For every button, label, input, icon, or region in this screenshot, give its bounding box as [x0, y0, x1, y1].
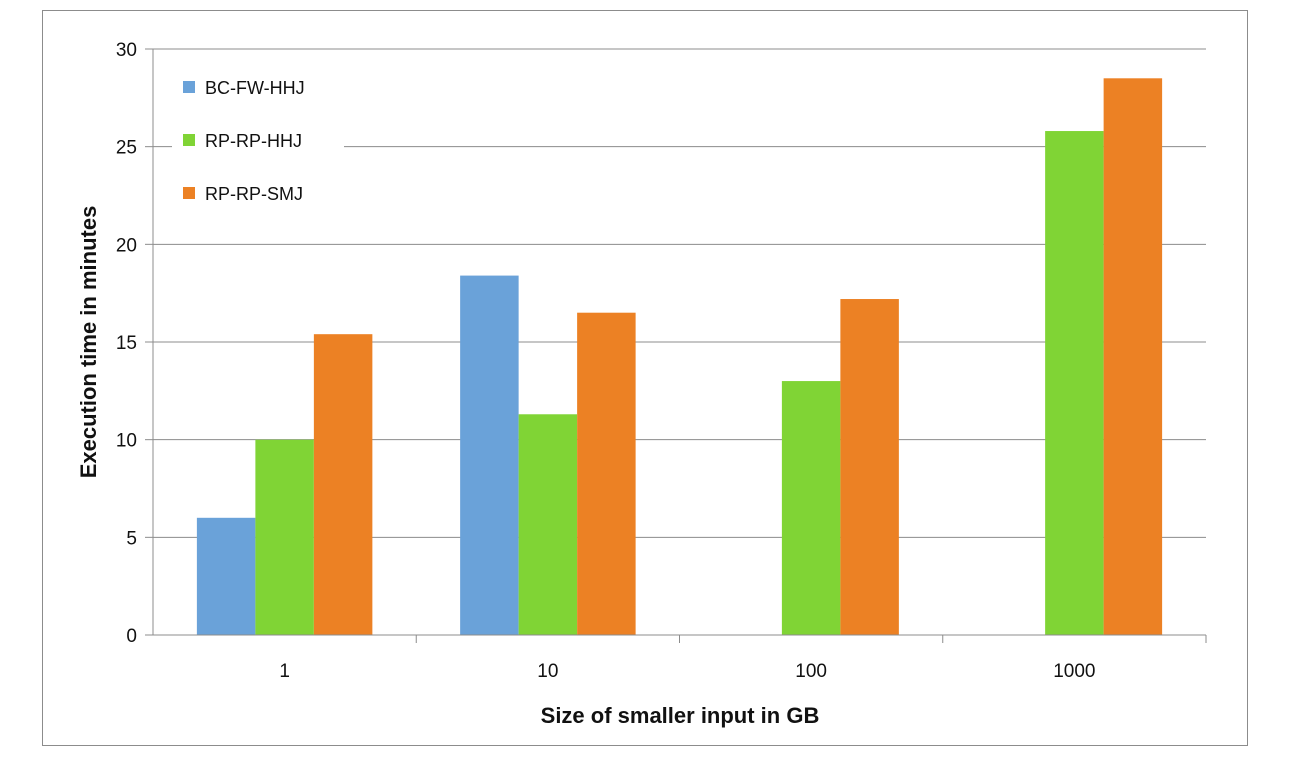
y-tick-label: 20: [116, 235, 137, 256]
bar-rp-rp-hhj-10: [518, 414, 578, 635]
legend-swatch-bc-fw-hhj: [183, 81, 195, 93]
y-tick-label: 25: [116, 138, 137, 159]
legend-label-rp-rp-hhj: RP-RP-HHJ: [205, 131, 302, 151]
x-tick-labels: 1 10 100 1000: [279, 661, 1095, 682]
legend-swatch-rp-rp-smj: [183, 187, 195, 199]
legend-label-bc-fw-hhj: BC-FW-HHJ: [205, 78, 305, 98]
y-tick-label: 30: [116, 40, 137, 61]
bar-rp-rp-hhj-100: [781, 381, 841, 635]
x-tick-label: 1: [279, 661, 290, 682]
legend-label-rp-rp-smj: RP-RP-SMJ: [205, 184, 303, 204]
axes: [145, 48, 1207, 643]
bar-bc-fw-hhj-10: [460, 275, 519, 635]
y-axis-title: Execution time in minutes: [76, 206, 101, 479]
legend-swatch-rp-rp-hhj: [183, 134, 195, 146]
y-tick-label: 15: [116, 333, 137, 354]
bar-rp-rp-smj-100: [840, 299, 899, 635]
x-tick-label: 10: [537, 661, 558, 682]
bar-bc-fw-hhj-1: [196, 517, 256, 635]
bar-rp-rp-hhj-1000: [1045, 131, 1104, 636]
y-tick-labels: 0 5 10 15 20 25 30: [116, 40, 137, 647]
bars: [196, 78, 1163, 636]
bar-rp-rp-smj-10: [577, 312, 636, 635]
x-tick-label: 1000: [1053, 661, 1095, 682]
legend-background: [172, 70, 344, 212]
bar-rp-rp-smj-1: [313, 334, 373, 635]
x-axis-title: Size of smaller input in GB: [541, 703, 820, 728]
bar-rp-rp-hhj-1: [255, 439, 314, 635]
y-tick-label: 10: [116, 431, 137, 452]
y-tick-label: 0: [126, 626, 137, 647]
legend: BC-FW-HHJ RP-RP-HHJ RP-RP-SMJ: [172, 70, 344, 212]
bar-rp-rp-smj-1000: [1103, 78, 1163, 636]
x-tick-label: 100: [795, 661, 827, 682]
y-tick-label: 5: [126, 528, 137, 549]
